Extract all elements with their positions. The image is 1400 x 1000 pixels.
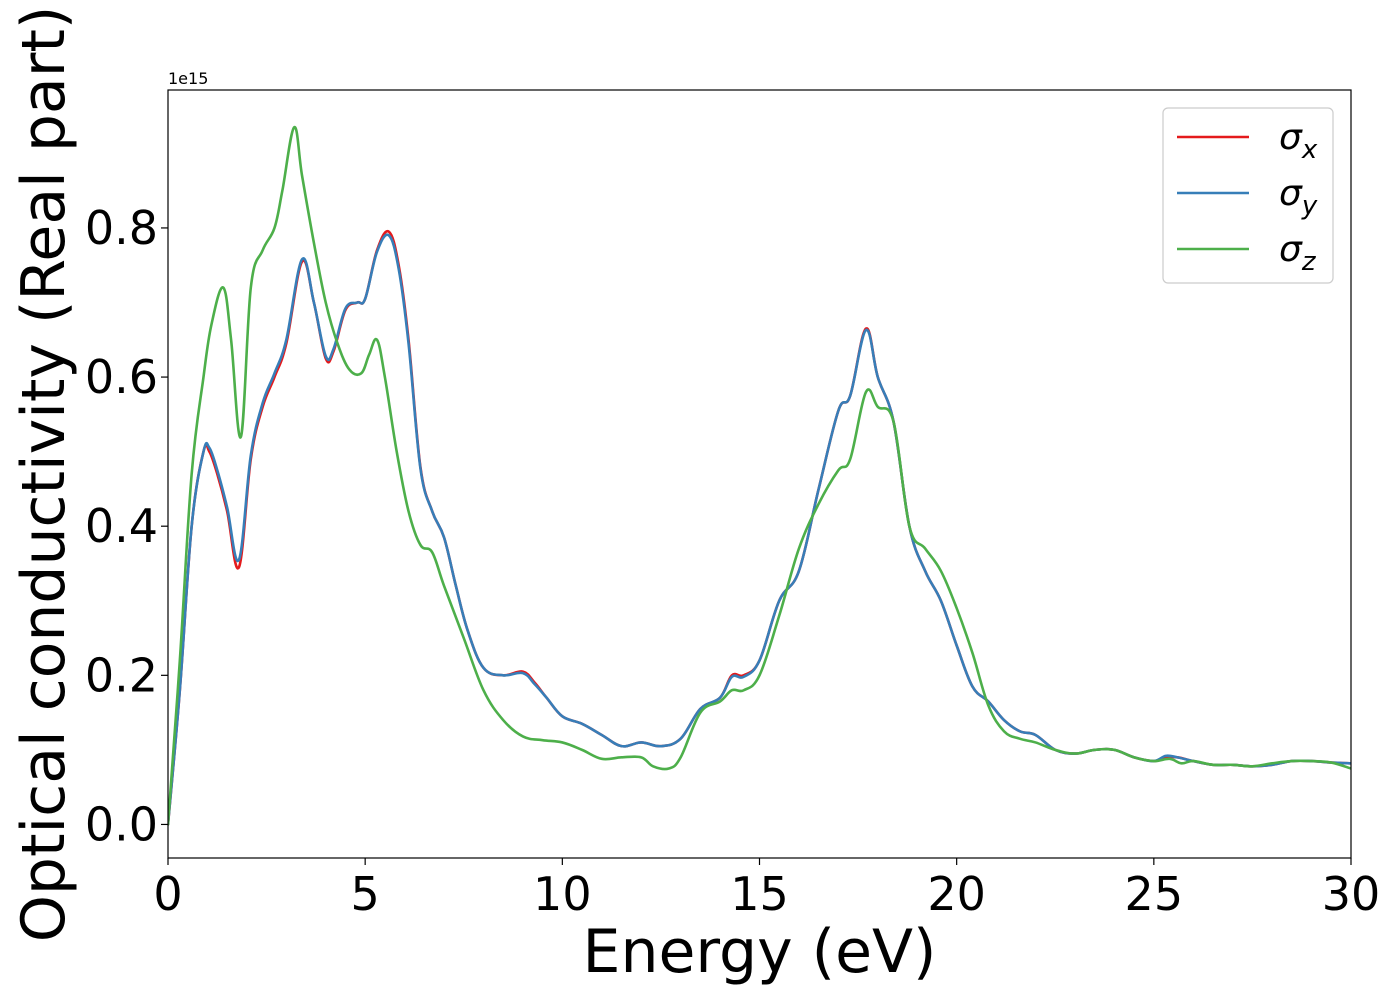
x-tick-label: 20	[927, 867, 986, 921]
x-axis-ticks: 0 5 10 15 20 25 30	[153, 858, 1380, 921]
y-tick-label: 0.0	[85, 797, 158, 851]
y-tick-label: 0.2	[85, 648, 158, 702]
y-axis-ticks: 0.0 0.2 0.4 0.6 0.8	[85, 201, 168, 851]
x-axis-title: Energy (eV)	[583, 917, 937, 987]
x-tick-label: 5	[351, 867, 380, 921]
y-tick-label: 0.8	[85, 201, 158, 255]
x-tick-label: 10	[533, 867, 592, 921]
series-line-z	[168, 125, 1351, 826]
x-tick-label: 15	[730, 867, 789, 921]
x-tick-label: 25	[1125, 867, 1184, 921]
series-layer	[168, 125, 1351, 826]
y-axis-title: Optical conductivity (Real part)	[9, 6, 79, 943]
legend-label-y: σy	[1279, 173, 1318, 221]
x-tick-label: 30	[1322, 867, 1381, 921]
legend-label-x: σx	[1279, 117, 1318, 165]
legend-box	[1162, 107, 1334, 284]
x-tick-label: 0	[153, 867, 182, 921]
y-tick-label: 0.6	[85, 350, 158, 404]
legend-label-z: σz	[1279, 229, 1317, 277]
y-tick-label: 0.4	[85, 499, 158, 553]
y-offset-label: 1e15	[168, 69, 208, 88]
legend: σx σy σz	[1162, 107, 1334, 284]
